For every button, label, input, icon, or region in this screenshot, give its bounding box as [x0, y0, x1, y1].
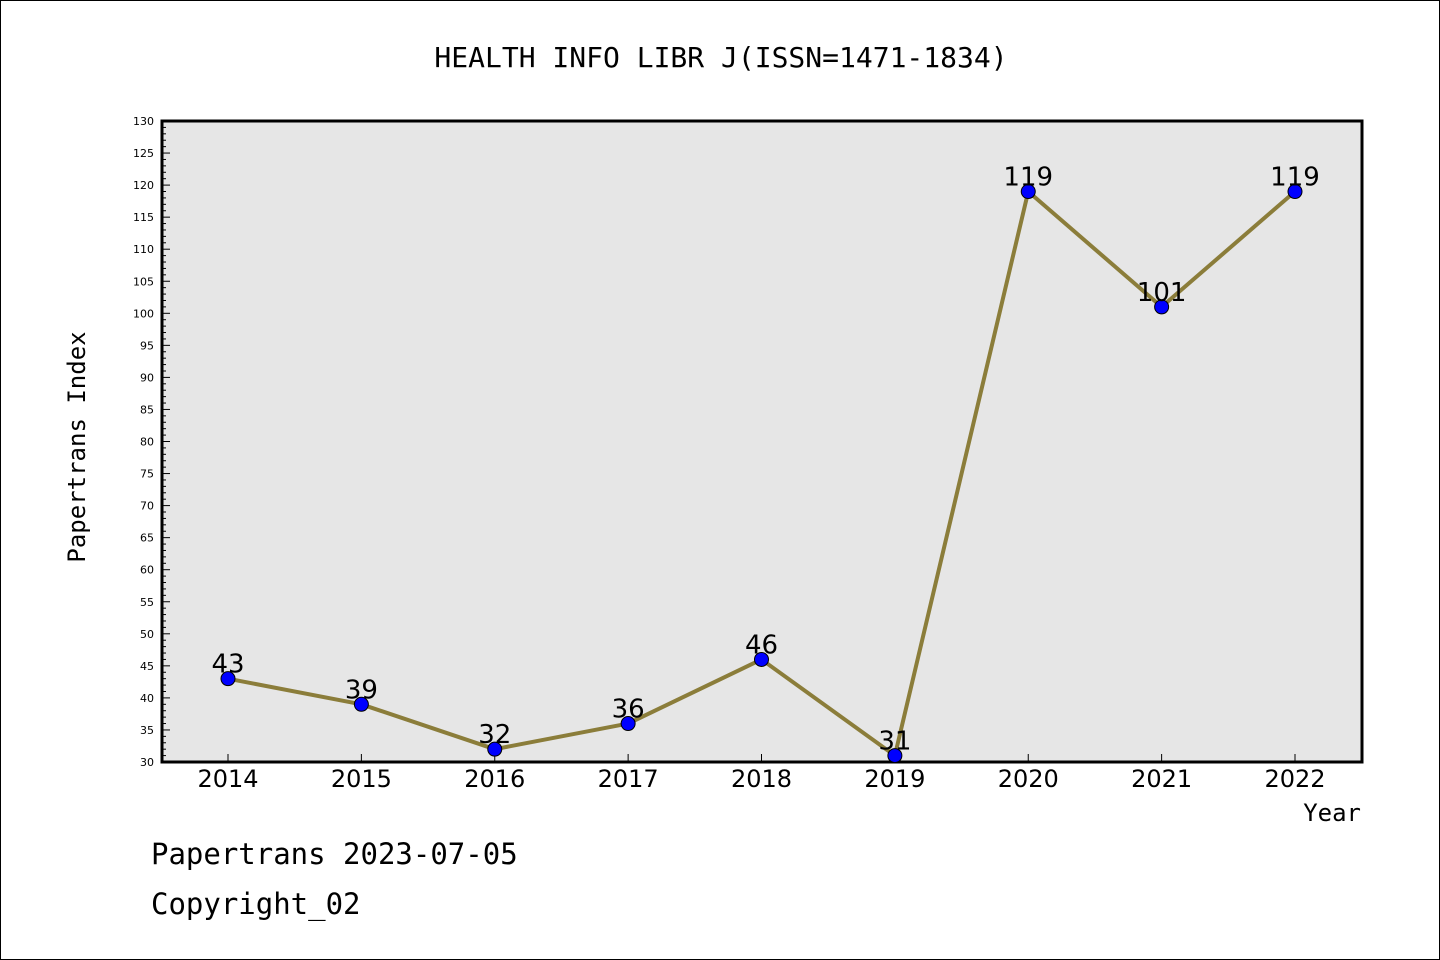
y-tick-label: 65 — [140, 532, 154, 545]
y-tick-label: 120 — [133, 179, 154, 192]
data-label: 43 — [211, 650, 244, 680]
y-tick-label: 60 — [140, 564, 154, 577]
footer-copyright: Copyright_02 — [151, 887, 361, 921]
data-point — [487, 741, 503, 757]
data-label: 36 — [612, 695, 645, 725]
y-tick-label: 80 — [140, 436, 154, 449]
y-tick-label: 115 — [133, 211, 154, 224]
data-point — [1154, 299, 1170, 315]
x-tick-label: 2018 — [731, 765, 792, 793]
y-tick-label: 130 — [133, 115, 154, 128]
y-tick-label: 75 — [140, 468, 154, 481]
y-tick-label: 105 — [133, 275, 154, 288]
data-label: 46 — [745, 630, 778, 660]
x-tick-label: 2021 — [1131, 765, 1192, 793]
x-tick-label: 2014 — [197, 765, 258, 793]
data-point — [754, 651, 769, 667]
data-point — [887, 748, 903, 764]
data-label: 32 — [478, 720, 511, 750]
y-axis-title: Papertrans Index — [63, 331, 91, 562]
x-tick-label: 2022 — [1264, 765, 1325, 793]
x-tick-label: 2020 — [998, 765, 1059, 793]
y-tick-label: 55 — [140, 596, 154, 609]
x-axis: 2014 2015 2016 2017 2018 2019 2020 2021 2022 — [197, 754, 1326, 793]
data-point — [620, 716, 636, 732]
y-tick-label: 95 — [140, 339, 154, 352]
data-point — [353, 696, 369, 712]
y-tick-label: 35 — [140, 724, 154, 737]
y-tick-label: 125 — [133, 147, 154, 160]
y-tick-label: 110 — [133, 243, 154, 256]
x-axis-title: Year — [1303, 799, 1361, 827]
y-tick-label: 40 — [140, 692, 154, 705]
x-tick-label: 2015 — [331, 765, 392, 793]
y-tick-label: 90 — [140, 371, 154, 384]
x-tick-label: 2017 — [598, 765, 659, 793]
footer-date: Papertrans 2023-07-05 — [151, 837, 518, 871]
data-point — [220, 671, 236, 687]
data-label: 31 — [878, 727, 911, 757]
y-axis: 30 35 40 45 50 55 60 65 70 75 80 85 90 95 100 105 110 115… — [133, 115, 170, 769]
data-label: 119 — [1270, 163, 1320, 193]
y-tick-label: 100 — [133, 307, 154, 320]
data-label: 119 — [1003, 163, 1053, 193]
y-tick-label: 45 — [140, 660, 154, 673]
data-label: 39 — [345, 675, 378, 705]
chart-title: HEALTH INFO LIBR J(ISSN=1471-1834) — [434, 41, 1007, 74]
x-tick-label: 2019 — [864, 765, 925, 793]
series-group: 43 39 32 36 46 31 119 101 119 — [211, 163, 1320, 764]
data-label: 101 — [1137, 278, 1187, 308]
data-point — [1287, 184, 1303, 200]
data-point — [1020, 184, 1036, 200]
y-tick-label: 85 — [140, 403, 154, 416]
x-tick-label: 2016 — [464, 765, 525, 793]
y-tick-label: 50 — [140, 628, 154, 641]
y-tick-label: 30 — [140, 756, 154, 769]
y-tick-label: 70 — [140, 500, 154, 513]
